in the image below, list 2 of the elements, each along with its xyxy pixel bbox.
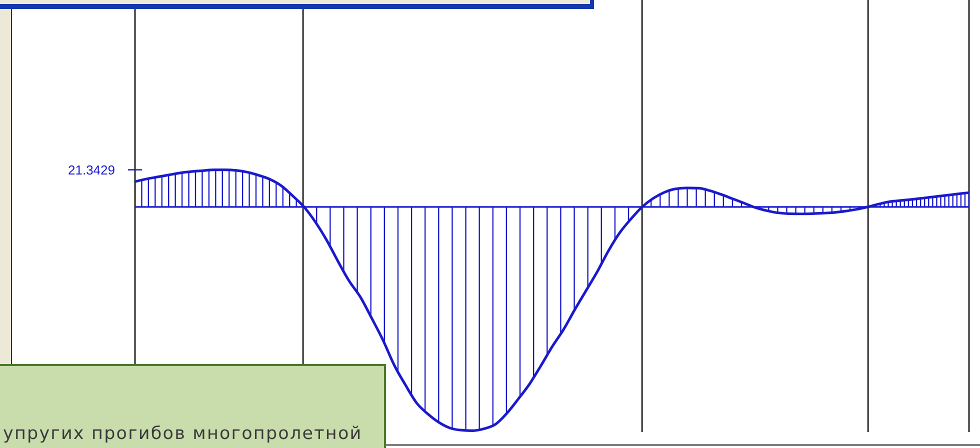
caption-box: упругих прогибов многопролетной — [0, 364, 386, 448]
text: 21.3429 — [68, 162, 115, 178]
